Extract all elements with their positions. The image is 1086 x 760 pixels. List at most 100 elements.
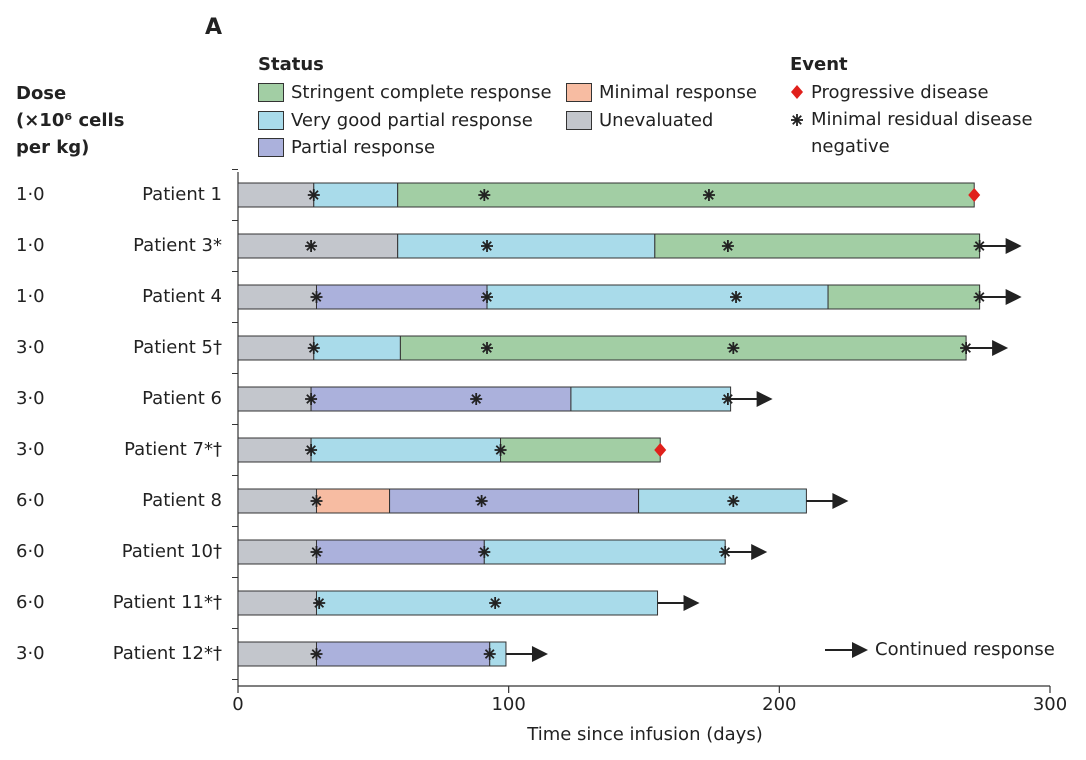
status-segment — [237, 284, 317, 310]
asterisk-stroke — [704, 190, 714, 200]
mrd-negative-marker — [719, 546, 732, 558]
patient-label: Patient 8 — [142, 490, 222, 511]
continued-arrowhead — [683, 595, 700, 611]
asterisk-stroke — [308, 343, 319, 353]
dose-label: 6·0 — [16, 490, 45, 511]
status-segment — [486, 284, 829, 310]
status-segment — [315, 641, 491, 667]
mrd-negative-marker — [481, 240, 494, 252]
status-segment — [654, 233, 981, 259]
legend-label: Minimal residual disease negative — [811, 109, 1033, 157]
x-tick-label: 200 — [762, 694, 796, 715]
mrd-negative-marker — [478, 189, 491, 201]
mrd-negative-marker — [721, 393, 734, 405]
continued-arrowhead — [1005, 289, 1022, 305]
dose-label: 1·0 — [16, 184, 45, 205]
asterisk-stroke — [314, 598, 325, 608]
asterisk-stroke — [961, 343, 971, 353]
mrd-negative-marker — [478, 546, 491, 558]
continued-arrowhead — [756, 391, 773, 407]
mrd-negative-marker — [470, 393, 483, 405]
asterisk-stroke — [476, 496, 487, 506]
mrd-negative-marker — [960, 342, 973, 354]
asterisk-stroke — [720, 547, 731, 557]
x-tick-label: 100 — [491, 694, 525, 715]
status-segment — [315, 284, 488, 310]
status-segment — [310, 437, 502, 463]
mrd-negative-marker — [973, 291, 986, 303]
mrd-negative-marker — [721, 240, 734, 252]
status-segment — [500, 437, 661, 463]
asterisk-stroke — [490, 598, 501, 608]
status-segment — [483, 539, 726, 565]
mrd-negative-marker — [310, 495, 323, 507]
mrd-negative-marker — [305, 393, 318, 405]
patient-label: Patient 3* — [133, 235, 222, 256]
dose-header: (×10⁶ cells — [16, 110, 124, 131]
status-segment — [237, 386, 312, 412]
patient-label: Patient 1 — [142, 184, 222, 205]
legend-diamond — [791, 85, 803, 99]
legend-label: Very good partial response — [291, 109, 533, 131]
status-segment — [827, 284, 981, 310]
asterisk-stroke — [306, 394, 316, 404]
continued-arrowhead — [1005, 238, 1022, 254]
legend-swatch — [258, 138, 284, 157]
asterisk-stroke — [728, 496, 739, 506]
asterisk-stroke — [471, 394, 482, 404]
status-segment — [237, 437, 312, 463]
x-axis-label: Time since infusion (days) — [526, 724, 762, 745]
x-tick-label: 300 — [1033, 694, 1067, 715]
mrd-negative-marker — [481, 342, 494, 354]
patient-label: Patient 7*† — [124, 439, 222, 460]
asterisk-stroke — [311, 292, 322, 302]
mrd-negative-marker — [310, 291, 323, 303]
dose-label: 1·0 — [16, 235, 45, 256]
status-segment — [399, 335, 967, 361]
asterisk-stroke — [306, 445, 316, 455]
x-tick-label: 0 — [232, 694, 243, 715]
patient-label: Patient 6 — [142, 388, 222, 409]
legend-swatch — [258, 110, 284, 130]
asterisk-stroke — [723, 241, 733, 251]
patient-label: Patient 11*† — [113, 592, 222, 613]
asterisk-stroke — [311, 496, 322, 506]
asterisk-stroke — [974, 292, 985, 302]
status-segment — [638, 488, 807, 514]
mrd-negative-marker — [730, 291, 743, 303]
asterisk-stroke — [306, 241, 316, 251]
dose-header: Dose — [16, 83, 66, 104]
status-segment — [237, 590, 317, 616]
mrd-negative-marker — [727, 342, 740, 354]
panel-label: A — [205, 15, 222, 40]
mrd-negative-marker — [494, 444, 507, 456]
asterisk-stroke — [792, 115, 802, 125]
asterisk-stroke — [311, 547, 322, 557]
status-segment — [315, 539, 485, 565]
asterisk-stroke — [482, 292, 492, 302]
mrd-negative-marker — [307, 342, 320, 354]
legend-swatch — [566, 110, 592, 130]
legend-swatch — [566, 83, 592, 102]
patient-label: Patient 10† — [122, 541, 222, 562]
mrd-negative-marker — [702, 189, 715, 201]
dose-label: 1·0 — [16, 286, 45, 307]
legend-label: Minimal response — [599, 82, 757, 103]
patient-label: Patient 5† — [133, 337, 222, 358]
legend-label: Continued response — [875, 639, 1055, 660]
status-segment — [315, 488, 391, 514]
legend-title: Status — [258, 54, 324, 75]
mrd-negative-marker — [973, 240, 986, 252]
legend-title: Event — [790, 54, 848, 75]
status-segment — [389, 488, 640, 514]
dose-label: 3·0 — [16, 643, 45, 664]
asterisk-stroke — [723, 394, 733, 404]
status-segment — [237, 539, 317, 565]
dose-label: 3·0 — [16, 337, 45, 358]
dose-label: 3·0 — [16, 388, 45, 409]
status-segment — [237, 641, 317, 667]
status-segment — [397, 233, 656, 259]
mrd-negative-marker — [313, 597, 326, 609]
asterisk-stroke — [728, 343, 739, 353]
